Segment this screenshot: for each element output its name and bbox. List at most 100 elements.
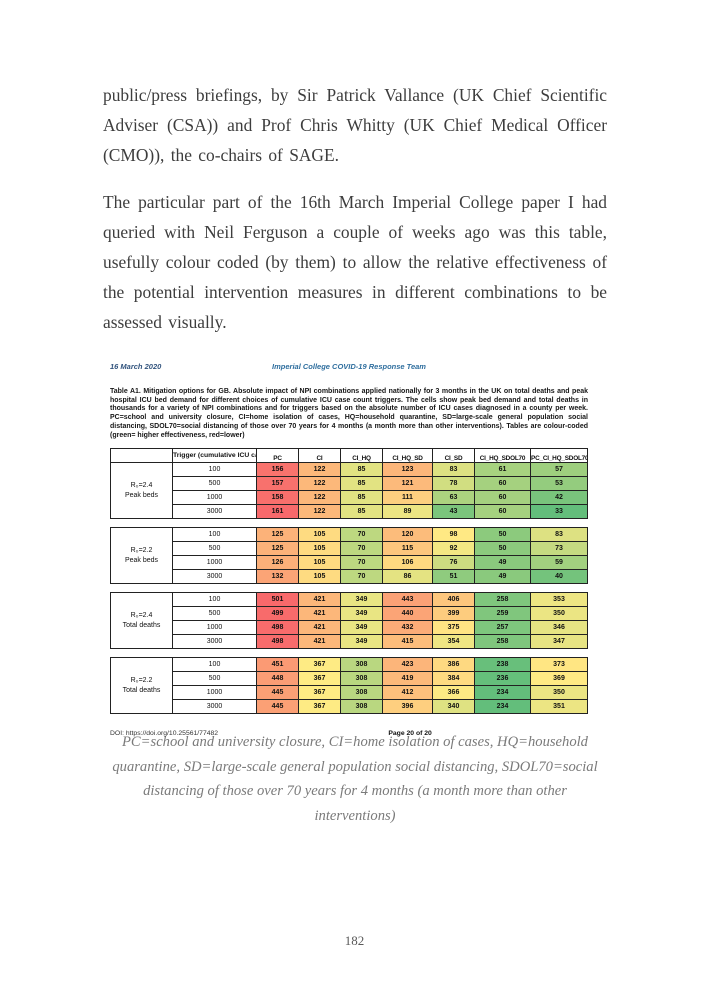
value-cell: 61 bbox=[474, 462, 531, 478]
value-cell: 70 bbox=[340, 527, 383, 543]
value-cell: 308 bbox=[340, 671, 383, 687]
trigger-cell: 500 bbox=[172, 541, 257, 557]
value-cell: 63 bbox=[432, 490, 475, 506]
value-cell: 122 bbox=[298, 476, 341, 492]
value-cell: 85 bbox=[340, 476, 383, 492]
trigger-cell: 1000 bbox=[172, 685, 257, 701]
value-cell: 399 bbox=[432, 606, 475, 622]
value-cell: 346 bbox=[530, 620, 588, 636]
value-cell: 125 bbox=[256, 527, 299, 543]
value-cell: 258 bbox=[474, 634, 531, 650]
block-spacer bbox=[111, 519, 588, 528]
value-cell: 60 bbox=[474, 504, 531, 520]
value-cell: 419 bbox=[382, 671, 433, 687]
column-header-ci_hq: CI_HQ bbox=[340, 448, 383, 464]
value-cell: 421 bbox=[298, 606, 341, 622]
column-header-ci_sd: CI_SD bbox=[432, 448, 475, 464]
block-label-r0: R₀=2.4 bbox=[130, 612, 153, 620]
block-label: R₀=2.2 Total deaths bbox=[110, 657, 173, 715]
value-cell: 57 bbox=[530, 462, 588, 478]
trigger-cell: 3000 bbox=[172, 504, 257, 520]
value-cell: 386 bbox=[432, 657, 475, 673]
value-cell: 501 bbox=[256, 592, 299, 608]
value-cell: 60 bbox=[474, 490, 531, 506]
value-cell: 373 bbox=[530, 657, 588, 673]
figure-abbreviation-caption: PC=school and university closure, CI=hom… bbox=[112, 734, 598, 824]
report-header: 16 March 2020 Imperial College COVID-19 … bbox=[103, 354, 595, 374]
value-cell: 98 bbox=[432, 527, 475, 543]
value-cell: 406 bbox=[432, 592, 475, 608]
value-cell: 349 bbox=[340, 606, 383, 622]
value-cell: 43 bbox=[432, 504, 475, 520]
paragraph-sage-cochairs: public/press briefings, by Sir Patrick V… bbox=[103, 85, 607, 165]
value-cell: 367 bbox=[298, 657, 341, 673]
value-cell: 105 bbox=[298, 569, 341, 585]
column-header-pc_ci_hq_sdol70: PC_CI_HQ_SDOL70 bbox=[530, 448, 588, 464]
page-body: public/press briefings, by Sir Patrick V… bbox=[103, 80, 607, 828]
block-label-r0: R₀=2.4 bbox=[130, 482, 153, 490]
value-cell: 122 bbox=[298, 504, 341, 520]
value-cell: 351 bbox=[530, 699, 588, 715]
value-cell: 396 bbox=[382, 699, 433, 715]
trigger-cell: 1000 bbox=[172, 490, 257, 506]
value-cell: 123 bbox=[382, 462, 433, 478]
value-cell: 156 bbox=[256, 462, 299, 478]
value-cell: 111 bbox=[382, 490, 433, 506]
value-cell: 157 bbox=[256, 476, 299, 492]
block-label-metric: Peak beds bbox=[124, 556, 159, 564]
trigger-cell: 1000 bbox=[172, 620, 257, 636]
value-cell: 50 bbox=[474, 541, 531, 557]
value-cell: 367 bbox=[298, 685, 341, 701]
value-cell: 85 bbox=[340, 504, 383, 520]
value-cell: 384 bbox=[432, 671, 475, 687]
value-cell: 70 bbox=[340, 569, 383, 585]
value-cell: 51 bbox=[432, 569, 475, 585]
paragraph-imperial-table: The particular part of the 16th March Im… bbox=[103, 192, 607, 332]
value-cell: 76 bbox=[432, 555, 475, 571]
value-cell: 432 bbox=[382, 620, 433, 636]
value-cell: 423 bbox=[382, 657, 433, 673]
value-cell: 92 bbox=[432, 541, 475, 557]
value-cell: 440 bbox=[382, 606, 433, 622]
trigger-cell: 3000 bbox=[172, 634, 257, 650]
value-cell: 350 bbox=[530, 685, 588, 701]
value-cell: 349 bbox=[340, 620, 383, 636]
trigger-cell: 3000 bbox=[172, 699, 257, 715]
value-cell: 308 bbox=[340, 685, 383, 701]
value-cell: 85 bbox=[340, 490, 383, 506]
value-cell: 308 bbox=[340, 699, 383, 715]
trigger-cell: 100 bbox=[172, 527, 257, 543]
value-cell: 115 bbox=[382, 541, 433, 557]
value-cell: 259 bbox=[474, 606, 531, 622]
value-cell: 42 bbox=[530, 490, 588, 506]
value-cell: 83 bbox=[530, 527, 588, 543]
block-label: R₀=2.4 Total deaths bbox=[110, 592, 173, 650]
value-cell: 158 bbox=[256, 490, 299, 506]
value-cell: 349 bbox=[340, 634, 383, 650]
trigger-cell: 100 bbox=[172, 592, 257, 608]
column-header-pc: PC bbox=[256, 448, 299, 464]
value-cell: 367 bbox=[298, 699, 341, 715]
value-cell: 106 bbox=[382, 555, 433, 571]
trigger-cell: 3000 bbox=[172, 569, 257, 585]
value-cell: 238 bbox=[474, 657, 531, 673]
block-label-r0: R₀=2.2 bbox=[130, 677, 153, 685]
embedded-report-screenshot: 16 March 2020 Imperial College COVID-19 … bbox=[103, 354, 595, 737]
value-cell: 161 bbox=[256, 504, 299, 520]
value-cell: 354 bbox=[432, 634, 475, 650]
trigger-cell: 500 bbox=[172, 671, 257, 687]
value-cell: 234 bbox=[474, 699, 531, 715]
value-cell: 498 bbox=[256, 620, 299, 636]
mitigation-options-table: Trigger (cumulative ICU cases)PCCICI_HQC… bbox=[110, 448, 588, 715]
report-date: 16 March 2020 bbox=[110, 362, 162, 371]
value-cell: 122 bbox=[298, 462, 341, 478]
value-cell: 367 bbox=[298, 671, 341, 687]
block-label-metric: Total deaths bbox=[122, 621, 161, 629]
value-cell: 83 bbox=[432, 462, 475, 478]
column-header-ci_hq_sdol70: CI_HQ_SDOL70 bbox=[474, 448, 531, 464]
value-cell: 53 bbox=[530, 476, 588, 492]
value-cell: 125 bbox=[256, 541, 299, 557]
value-cell: 350 bbox=[530, 606, 588, 622]
value-cell: 105 bbox=[298, 541, 341, 557]
column-header-ci_hq_sd: CI_HQ_SD bbox=[382, 448, 433, 464]
